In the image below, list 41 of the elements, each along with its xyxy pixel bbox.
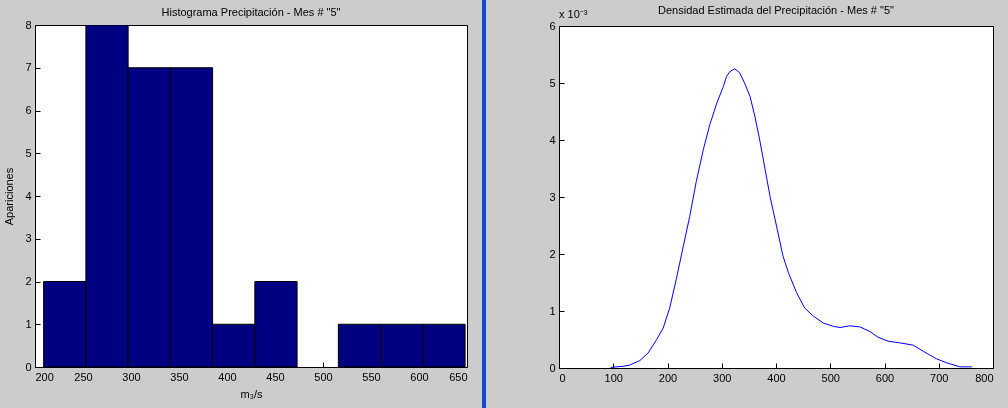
- x-tick-label: 200: [658, 371, 678, 384]
- y-tick-label: 3: [549, 190, 556, 203]
- y-tick-label: 4: [25, 189, 32, 202]
- x-tick-label: 200: [35, 370, 54, 383]
- y-tick-label: 6: [549, 19, 556, 32]
- x-tick-label: 500: [314, 370, 333, 383]
- x-tick-label: 800: [975, 371, 994, 384]
- x-axis-title: m₃/s: [240, 387, 264, 400]
- x-tick-label: 550: [362, 370, 381, 383]
- x-tick-label: 650: [449, 370, 468, 383]
- y-tick-label: 6: [25, 104, 32, 116]
- y-tick-label: 1: [549, 304, 556, 317]
- y-tick-label: 4: [549, 133, 556, 146]
- x-tick-label: 250: [74, 370, 93, 383]
- y-tick-label: 3: [25, 232, 32, 245]
- y-tick-label: 7: [25, 61, 32, 74]
- x-tick-label: 500: [821, 371, 840, 384]
- y-tick-label: 0: [25, 360, 32, 373]
- y-tick-label: 2: [25, 275, 32, 287]
- x-tick-label: 600: [875, 371, 895, 384]
- x-tick-label: 700: [930, 371, 949, 384]
- x-tick-label: 0: [559, 371, 566, 384]
- chart-title: Histograma Precipitación - Mes # "5": [161, 6, 341, 18]
- x-tick-label: 400: [767, 371, 786, 384]
- x-tick-label: 450: [266, 370, 285, 383]
- x-tick-label: 350: [170, 370, 189, 383]
- line-series: [610, 68, 973, 368]
- x-tick-label: 400: [218, 370, 237, 383]
- y-tick-label: 5: [549, 76, 556, 89]
- y-tick-label: 8: [25, 18, 32, 31]
- chart-title: Densidad Estimada del Precipitación - Mes # "5": [658, 4, 895, 16]
- y-tick-label: 2: [549, 247, 556, 260]
- y-tick-label: 1: [25, 317, 32, 330]
- y-axis-title: Apariciones: [3, 167, 16, 226]
- x-tick-label: 300: [713, 371, 732, 384]
- y-tick-label: 5: [25, 146, 32, 159]
- text: x 10⁻³: [559, 8, 588, 20]
- x-tick-label: 300: [122, 370, 141, 383]
- y-tick-label: 0: [549, 361, 556, 374]
- x-tick-label: 100: [604, 371, 623, 384]
- x-tick-label: 600: [410, 370, 429, 383]
